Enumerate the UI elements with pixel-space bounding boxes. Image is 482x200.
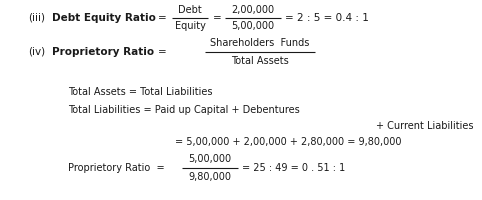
Text: =: = (158, 13, 167, 23)
Text: 5,00,000: 5,00,000 (188, 154, 231, 164)
Text: Total Assets = Total Liabilities: Total Assets = Total Liabilities (68, 87, 213, 97)
Text: Debt: Debt (178, 5, 202, 15)
Text: 9,80,000: 9,80,000 (188, 172, 231, 182)
Text: 2,00,000: 2,00,000 (231, 5, 275, 15)
Text: Shareholders  Funds: Shareholders Funds (210, 38, 310, 48)
Text: =: = (158, 47, 167, 57)
Text: Proprietory Ratio: Proprietory Ratio (52, 47, 154, 57)
Text: Proprietory Ratio  =: Proprietory Ratio = (68, 163, 165, 173)
Text: = 25 : 49 = 0 . 51 : 1: = 25 : 49 = 0 . 51 : 1 (242, 163, 345, 173)
Text: Total Liabilities = Paid up Capital + Debentures: Total Liabilities = Paid up Capital + De… (68, 105, 300, 115)
Text: = 2 : 5 = 0.4 : 1: = 2 : 5 = 0.4 : 1 (285, 13, 369, 23)
Text: Equity: Equity (174, 21, 205, 31)
Text: Total Assets: Total Assets (231, 56, 289, 66)
Text: =: = (213, 13, 222, 23)
Text: Debt Equity Ratio: Debt Equity Ratio (52, 13, 156, 23)
Text: (iii): (iii) (28, 13, 45, 23)
Text: = 5,00,000 + 2,00,000 + 2,80,000 = 9,80,000: = 5,00,000 + 2,00,000 + 2,80,000 = 9,80,… (175, 137, 402, 147)
Text: (iv): (iv) (28, 47, 45, 57)
Text: + Current Liabilities: + Current Liabilities (376, 121, 474, 131)
Text: 5,00,000: 5,00,000 (231, 21, 275, 31)
